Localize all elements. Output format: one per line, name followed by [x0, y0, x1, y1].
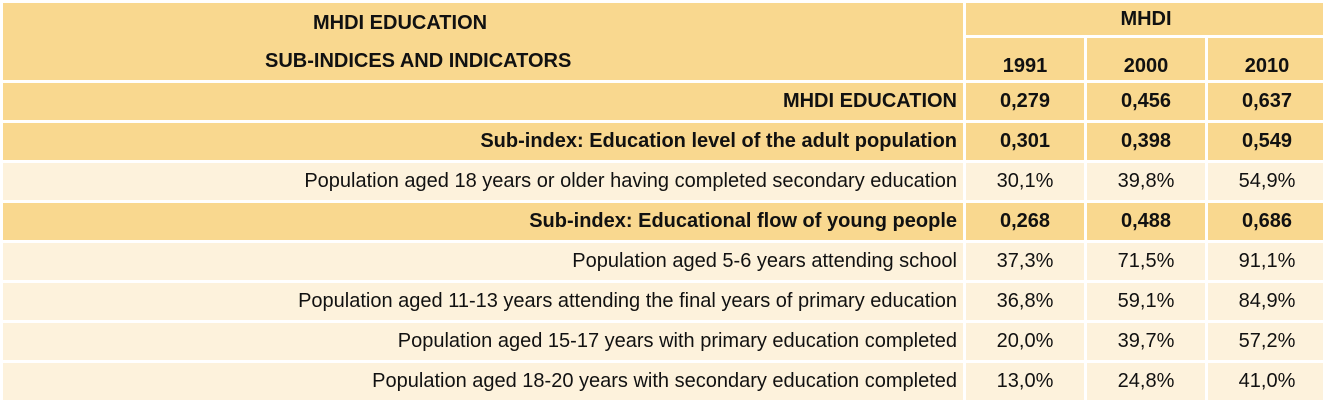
cell-1991: 0,279 [999, 90, 1051, 112]
cell-2010: 57,2% [1238, 330, 1296, 352]
cell-2010: 84,9% [1238, 290, 1296, 312]
cell-2010: 54,9% [1238, 170, 1296, 192]
cell-1991: 20,0% [996, 330, 1054, 352]
cell-2000: 0,398 [1120, 130, 1172, 152]
row-label: Population aged 11-13 years attending th… [298, 290, 957, 312]
cell-1991: 30,1% [996, 170, 1054, 192]
cell-2010: 0,686 [1241, 210, 1293, 232]
cell-2000: 0,488 [1120, 210, 1172, 232]
table-title-cell: MHDI EDUCATION SUB-INDICES AND INDICATOR… [3, 3, 963, 80]
table-row: Population aged 18 years or older having… [3, 163, 1323, 200]
cell-1991: 37,3% [996, 250, 1054, 272]
cell-2000: 0,456 [1120, 90, 1172, 112]
year-header-2010: 2010 [1208, 38, 1323, 80]
cell-2010: 0,549 [1241, 130, 1293, 152]
header-row-top: MHDI EDUCATION SUB-INDICES AND INDICATOR… [3, 3, 1323, 80]
table-row: Sub-index: Education level of the adult … [3, 123, 1323, 160]
cell-2000: 59,1% [1117, 290, 1175, 312]
table-row: MHDI EDUCATION 0,279 0,456 0,637 [3, 83, 1323, 120]
table-row: Population aged 5-6 years attending scho… [3, 243, 1323, 280]
row-label: Sub-index: Education level of the adult … [480, 130, 957, 152]
year-header-2000: 2000 [1087, 38, 1205, 80]
cell-2010: 41,0% [1238, 370, 1296, 392]
cell-2000: 24,8% [1117, 370, 1175, 392]
header-row-years: 1991 2000 2010 [3, 38, 1323, 80]
cell-2000: 39,7% [1117, 330, 1175, 352]
row-label: Sub-index: Educational flow of young peo… [529, 210, 957, 232]
cell-1991: 36,8% [996, 290, 1054, 312]
row-label: Population aged 18 years or older having… [304, 170, 957, 192]
cell-1991: 0,301 [999, 130, 1051, 152]
row-label: Population aged 5-6 years attending scho… [572, 250, 957, 272]
cell-2000: 71,5% [1117, 250, 1175, 272]
cell-2010: 0,637 [1241, 90, 1293, 112]
cell-1991: 13,0% [996, 370, 1054, 392]
table-row: Population aged 11-13 years attending th… [3, 283, 1323, 320]
table-title-line2: SUB-INDICES AND INDICATORS [265, 49, 572, 72]
row-label: Population aged 15-17 years with primary… [397, 330, 957, 352]
cell-2010: 91,1% [1238, 250, 1296, 272]
cell-1991: 0,268 [999, 210, 1051, 232]
year-header-1991: 1991 [966, 38, 1084, 80]
table-title-line1: MHDI EDUCATION [313, 11, 488, 34]
row-label: Population aged 18-20 years with seconda… [372, 370, 957, 392]
mhdi-group-header: MHDI [966, 3, 1323, 35]
table-row: Sub-index: Educational flow of young peo… [3, 203, 1323, 240]
table-row: Population aged 15-17 years with primary… [3, 323, 1323, 360]
row-label: MHDI EDUCATION [782, 90, 957, 112]
cell-2000: 39,8% [1117, 170, 1175, 192]
table-row: Population aged 18-20 years with seconda… [3, 363, 1323, 400]
